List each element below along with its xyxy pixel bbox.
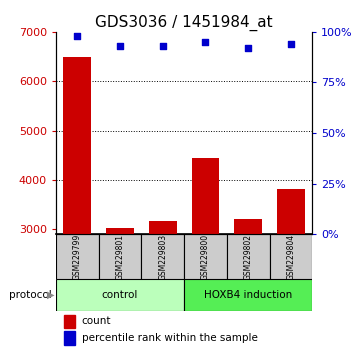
Text: GSM229802: GSM229802 [244,234,253,280]
Point [160,43,166,49]
Point [74,33,80,39]
Bar [56,279,184,311]
Text: GSM229799: GSM229799 [73,234,82,280]
Bar [192,158,219,234]
Bar [277,189,305,234]
Bar [64,331,75,345]
Bar [184,234,227,279]
Title: GDS3036 / 1451984_at: GDS3036 / 1451984_at [95,14,273,30]
Text: GSM229801: GSM229801 [116,234,125,280]
Bar [184,279,312,311]
Bar [149,221,177,234]
Bar [142,234,184,279]
Text: ▶: ▶ [47,290,55,300]
Bar [99,234,142,279]
Text: GSM229804: GSM229804 [286,234,295,280]
Point [203,39,208,45]
Bar [106,228,134,234]
Bar [56,234,99,279]
Bar [64,57,91,234]
Text: percentile rank within the sample: percentile rank within the sample [82,333,257,343]
Bar [234,218,262,234]
Text: HOXB4 induction: HOXB4 induction [204,290,292,300]
Bar [270,234,312,279]
Point [245,45,251,51]
Text: GSM229800: GSM229800 [201,234,210,280]
Text: GSM229803: GSM229803 [158,234,167,280]
Bar [64,314,75,328]
Point [117,43,123,49]
Point [288,41,294,47]
Text: count: count [82,316,111,326]
Bar [227,234,270,279]
Text: protocol: protocol [9,290,52,300]
Text: control: control [102,290,138,300]
